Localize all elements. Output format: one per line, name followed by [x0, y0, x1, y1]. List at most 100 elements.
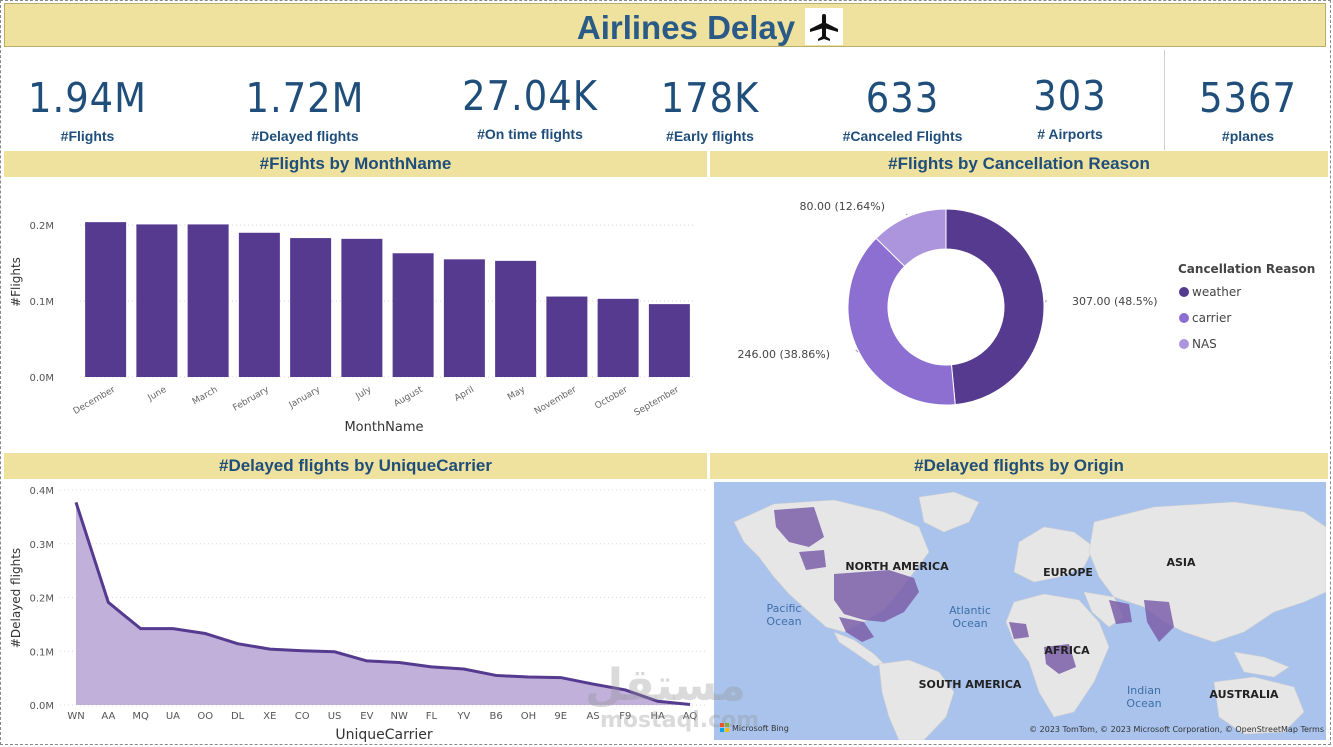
y-axis-label: #Delayed flights	[9, 548, 23, 648]
kpi-label: #Canceled Flights	[842, 128, 963, 144]
legend-title: Cancellation Reason	[1178, 262, 1315, 276]
map-label-indian: Indian Ocean	[1126, 684, 1161, 710]
kpi-label: #planes	[1221, 128, 1275, 144]
x-tick-label: October	[593, 385, 629, 412]
leader-line	[905, 213, 908, 216]
y-tick-label: 0.1M	[29, 297, 54, 308]
kpi-early-flights: 178K #Early flights	[640, 76, 780, 144]
x-tick-label: December	[72, 385, 118, 417]
bar	[546, 296, 588, 377]
x-tick-label: NW	[390, 711, 407, 722]
kpi-value: 5367	[1199, 74, 1297, 122]
pie-slice	[847, 237, 956, 406]
x-tick-label: November	[533, 385, 579, 417]
x-tick-label: March	[191, 385, 220, 407]
bar	[392, 253, 434, 377]
data-label: 307.00 (48.5%)	[1072, 295, 1158, 308]
x-tick-label: EV	[360, 711, 373, 722]
area-fill	[76, 502, 690, 705]
kpi-value: 1.72M	[245, 74, 365, 122]
map-label-europe: EUROPE	[1043, 566, 1093, 579]
x-tick-label: HA	[650, 711, 665, 722]
x-tick-label: June	[146, 385, 169, 404]
x-axis-label: UniqueCarrier	[335, 727, 433, 743]
kpi-planes: 5367 #planes	[1180, 76, 1316, 144]
legend-marker	[1179, 313, 1189, 323]
kpi-label: #On time flights	[477, 126, 583, 142]
airplane-icon	[805, 8, 843, 45]
x-tick-label: January	[287, 385, 323, 412]
kpi-delayed-flights: 1.72M #Delayed flights	[230, 76, 380, 144]
data-label: 80.00 (12.64%)	[799, 200, 885, 213]
kpi-canceled-flights: 633 #Canceled Flights	[830, 76, 975, 144]
origin-map[interactable]: NORTH AMERICA SOUTH AMERICA EUROPE ASIA …	[714, 482, 1326, 740]
map-label-asia: ASIA	[1166, 556, 1196, 569]
x-tick-label: XE	[263, 711, 276, 722]
x-tick-label: DL	[231, 711, 245, 722]
bar	[648, 304, 690, 377]
pie-slice	[945, 208, 1045, 406]
x-tick-label: AQ	[683, 711, 698, 722]
kpi-value: 1.94M	[28, 74, 147, 122]
kpi-airports: 303 # Airports	[1010, 74, 1130, 142]
kpi-label: # Airports	[1037, 126, 1103, 142]
x-tick-label: August	[392, 385, 425, 410]
x-tick-label: OO	[197, 711, 213, 722]
pie-slice	[875, 208, 947, 268]
data-label: 246.00 (38.86%)	[737, 348, 830, 361]
kpi-flights: 1.94M #Flights	[20, 76, 155, 144]
y-tick-label: 0.4M	[29, 486, 54, 497]
cancellation-reason-chart: 307.00 (48.5%) 246.00 (38.86%) 80.00 (12.6…	[737, 200, 1315, 406]
y-tick-label: 0.1M	[29, 647, 54, 658]
title-bar: Airlines Delay	[4, 3, 1326, 47]
watermark-latin: mostaql.com	[600, 708, 760, 733]
x-tick-label: UA	[166, 711, 180, 722]
y-tick-label: 0.2M	[29, 594, 54, 605]
cancel-chart-title: #Flights by Cancellation Reason	[710, 151, 1328, 177]
delayed-by-carrier-chart: 0.0M 0.1M 0.2M 0.3M 0.4M WN AA MQ UA OO DL XE CO US EV…	[9, 486, 705, 743]
x-tick-label: September	[633, 385, 681, 419]
map-label-north-america: NORTH AMERICA	[845, 560, 949, 573]
y-tick-label: 0.0M	[29, 701, 54, 712]
bar	[443, 259, 485, 377]
page-title: Airlines Delay	[576, 9, 796, 46]
carrier-chart-title: #Delayed flights by UniqueCarrier	[4, 453, 707, 479]
x-tick-label: May	[506, 385, 528, 403]
x-tick-label: FL	[426, 711, 438, 722]
map-label-africa: AFRICA	[1044, 644, 1090, 657]
bar	[495, 260, 537, 377]
x-tick-label: F9	[619, 711, 631, 722]
bar	[341, 238, 383, 377]
x-tick-label: AS	[586, 711, 599, 722]
x-tick-label: AA	[101, 711, 115, 722]
x-tick-label: July	[353, 385, 373, 403]
map-label-south-america: SOUTH AMERICA	[919, 678, 1022, 691]
bar	[136, 224, 178, 377]
map-attribution: © 2023 TomTom, © 2023 Microsoft Corporat…	[1029, 725, 1324, 734]
divider	[1164, 50, 1165, 150]
x-tick-label: B6	[489, 711, 502, 722]
leader-line	[855, 349, 859, 353]
x-tick-label: YV	[456, 711, 470, 722]
y-axis-label: #Flights	[9, 257, 23, 307]
legend-marker	[1179, 339, 1189, 349]
x-tick-label: CO	[295, 711, 310, 722]
x-tick-label: MQ	[132, 711, 149, 722]
kpi-label: #Flights	[60, 128, 115, 144]
bing-logo-text: Microsoft Bing	[732, 724, 789, 733]
x-axis-label: MonthName	[344, 420, 423, 435]
map-label-pacific: Pacific Ocean	[766, 602, 801, 628]
map-label-australia: AUSTRALIA	[1209, 688, 1279, 701]
legend-entry: carrier	[1192, 311, 1231, 325]
bar	[290, 238, 332, 377]
legend-entry: weather	[1192, 285, 1241, 299]
bar	[187, 224, 229, 377]
x-tick-label: US	[328, 711, 342, 722]
flights-by-month-chart: 0.0M 0.1M 0.2M December June March February Jan…	[9, 221, 695, 435]
y-tick-label: 0.3M	[29, 540, 54, 551]
kpi-value: 303	[1033, 72, 1107, 120]
map-highlight-regions	[774, 507, 1174, 674]
series-line	[74, 501, 691, 706]
x-tick-label: 9E	[554, 711, 567, 722]
